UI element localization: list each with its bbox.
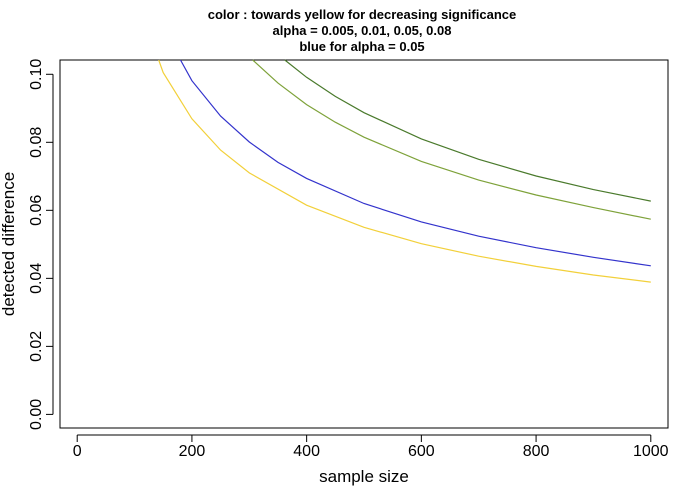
chart-title-line-1: color : towards yellow for decreasing si…: [208, 7, 516, 22]
series-layer: [158, 59, 651, 283]
x-tick-label: 800: [523, 443, 550, 460]
x-axis-label: sample size: [319, 467, 409, 486]
y-axis-label: detected difference: [0, 172, 18, 316]
y-tick-label: 0.04: [28, 263, 45, 294]
y-tick-label: 0.02: [28, 331, 45, 362]
chart-title-line-2: alpha = 0.005, 0.01, 0.05, 0.08: [273, 23, 452, 38]
series-line-1: [284, 59, 651, 202]
y-tick-label: 0.10: [28, 59, 45, 90]
x-tick-label: 1000: [633, 443, 669, 460]
x-tick-label: 400: [293, 443, 320, 460]
y-tick-label: 0.00: [28, 399, 45, 430]
y-tick-label: 0.06: [28, 195, 45, 226]
y-axis: 0.00 0.02 0.04 0.06 0.08 0.10: [28, 59, 54, 430]
series-line-3: [179, 59, 651, 267]
x-axis: 0 200 400 600 800 1000: [73, 434, 669, 460]
x-tick-label: 200: [179, 443, 206, 460]
plot-frame: [59, 59, 669, 429]
chart-title-line-3: blue for alpha = 0.05: [299, 39, 424, 54]
y-tick-label: 0.08: [28, 127, 45, 158]
series-line-4: [158, 59, 651, 283]
series-line-2: [252, 59, 651, 220]
x-tick-label: 0: [73, 443, 82, 460]
x-tick-label: 600: [408, 443, 435, 460]
